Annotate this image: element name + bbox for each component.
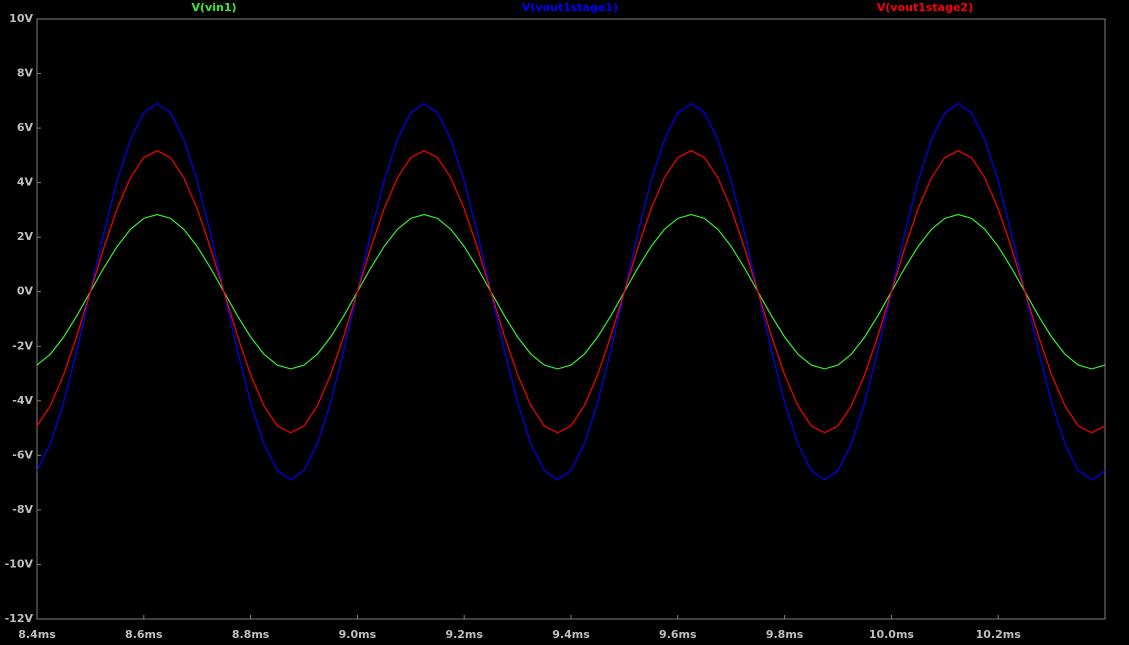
y-tick-label: -12V [5, 612, 34, 625]
x-tick-label: 8.8ms [232, 628, 270, 641]
x-tick-label: 9.4ms [552, 628, 590, 641]
y-tick-label: -10V [5, 557, 34, 570]
y-tick-label: 10V [9, 12, 33, 25]
line-series [36, 150, 1106, 434]
y-tick-label: 8V [17, 67, 34, 80]
line-series [36, 102, 1106, 481]
x-tick-label: 8.4ms [18, 628, 56, 641]
x-tick-label: 9.0ms [339, 628, 377, 641]
y-tick-label: -2V [12, 339, 33, 352]
y-tick-label: -8V [12, 503, 33, 516]
line-series [36, 213, 1106, 370]
y-tick-label: 2V [17, 230, 34, 243]
legend-entry: V(vout1stage1) [522, 1, 618, 14]
y-tick-label: 6V [17, 121, 34, 134]
x-tick-label: 9.6ms [659, 628, 697, 641]
x-tick-label: 8.6ms [125, 628, 163, 641]
y-tick-label: -4V [12, 394, 33, 407]
x-tick-label: 10.2ms [976, 628, 1022, 641]
y-tick-label: 0V [17, 285, 34, 298]
x-tick-label: 10.0ms [869, 628, 915, 641]
x-tick-label: 9.2ms [445, 628, 483, 641]
legend-entry: V(vout1stage2) [877, 1, 973, 14]
y-tick-label: 4V [17, 176, 34, 189]
x-tick-label: 9.8ms [766, 628, 804, 641]
y-tick-label: -6V [12, 448, 33, 461]
legend-entry: V(vin1) [192, 1, 237, 14]
